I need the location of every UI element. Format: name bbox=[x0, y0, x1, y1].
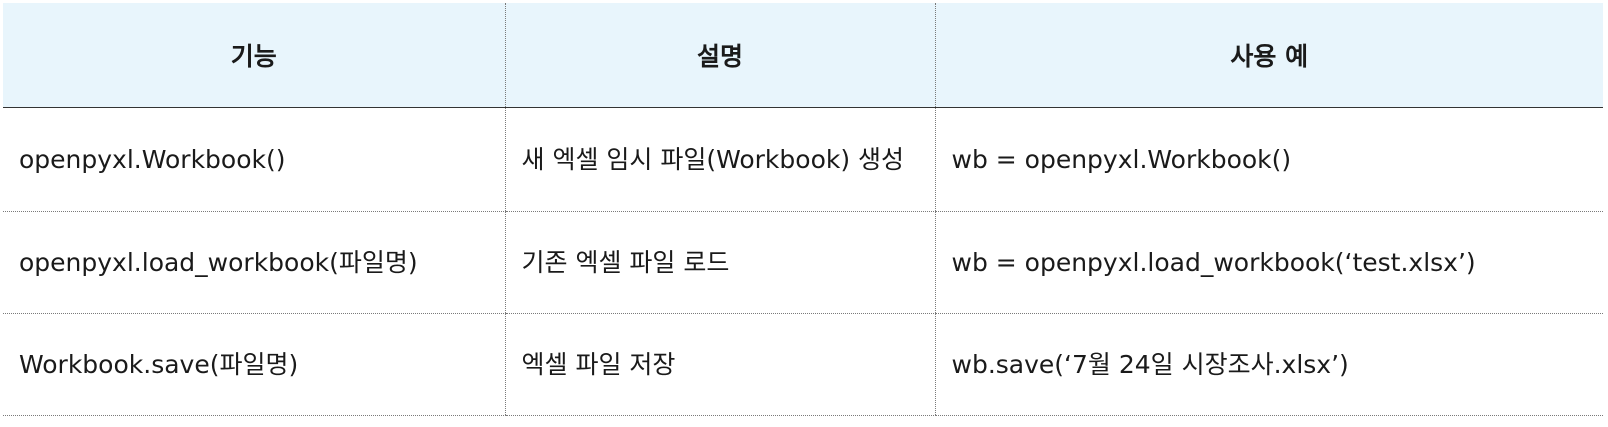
header-function: 기능 bbox=[3, 3, 505, 108]
header-row: 기능 설명 사용 예 bbox=[3, 3, 1603, 108]
table-row: openpyxl.Workbook() 새 엑셀 임시 파일(Workbook)… bbox=[3, 107, 1603, 212]
header-description: 설명 bbox=[504, 3, 935, 108]
cell-function: openpyxl.load_workbook(파일명) bbox=[3, 211, 505, 314]
table-row: Workbook.save(파일명) 엑셀 파일 저장 wb.save(‘7월 … bbox=[3, 313, 1603, 416]
cell-function: openpyxl.Workbook() bbox=[3, 107, 505, 212]
table-row: openpyxl.load_workbook(파일명) 기존 엑셀 파일 로드 … bbox=[3, 211, 1603, 314]
table-header: 기능 설명 사용 예 bbox=[3, 3, 1603, 108]
cell-description: 엑셀 파일 저장 bbox=[504, 313, 935, 416]
table-body: openpyxl.Workbook() 새 엑셀 임시 파일(Workbook)… bbox=[3, 107, 1603, 416]
cell-example: wb = openpyxl.Workbook() bbox=[934, 107, 1603, 212]
header-example: 사용 예 bbox=[934, 3, 1603, 108]
cell-description: 기존 엑셀 파일 로드 bbox=[504, 211, 935, 314]
cell-description: 새 엑셀 임시 파일(Workbook) 생성 bbox=[504, 107, 935, 212]
openpyxl-functions-table: 기능 설명 사용 예 openpyxl.Workbook() 새 엑셀 임시 파… bbox=[3, 3, 1603, 416]
cell-example: wb = openpyxl.load_workbook(‘test.xlsx’) bbox=[934, 211, 1603, 314]
cell-function: Workbook.save(파일명) bbox=[3, 313, 505, 416]
cell-example: wb.save(‘7월 24일 시장조사.xlsx’) bbox=[934, 313, 1603, 416]
openpyxl-functions-table-container: 기능 설명 사용 예 openpyxl.Workbook() 새 엑셀 임시 파… bbox=[3, 3, 1603, 416]
